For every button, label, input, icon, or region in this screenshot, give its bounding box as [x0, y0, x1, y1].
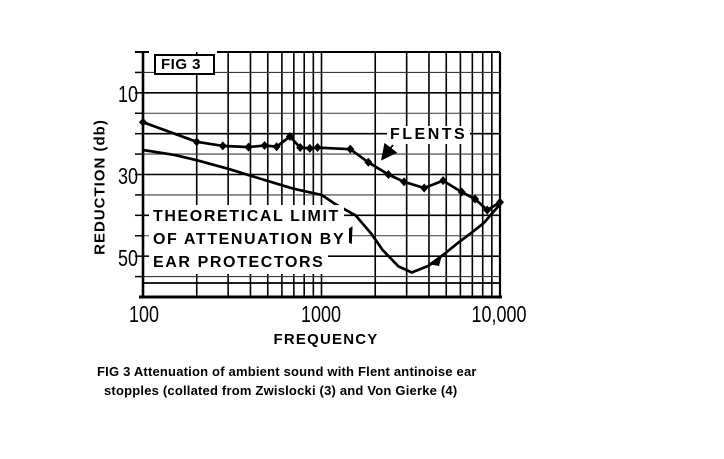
- flents-arrow: [381, 142, 398, 161]
- theory-annotation-line1: THEORETICAL LIMIT: [149, 205, 344, 228]
- fig-number-box: FIG 3: [154, 54, 215, 75]
- theory-annotation-line2: OF ATTENUATION BY: [149, 228, 350, 251]
- y-tick-30: 30: [118, 163, 138, 189]
- y-tick-10: 10: [118, 81, 138, 107]
- curve-notch: [428, 255, 442, 266]
- theory-annotation-line3: EAR PROTECTORS: [149, 251, 329, 274]
- flents-annotation: FLENTS: [387, 126, 471, 144]
- caption-line2: stopples (collated from Zwislocki (3) an…: [104, 383, 458, 398]
- caption-line1: FIG 3 Attenuation of ambient sound with …: [97, 364, 477, 379]
- x-tick-10000: 10,000: [471, 301, 527, 327]
- y-tick-50: 50: [118, 245, 138, 271]
- theory-annotation: THEORETICAL LIMIT OF ATTENUATION BY EAR …: [149, 205, 350, 274]
- x-tick-1000: 1000: [301, 301, 341, 327]
- fig-number-label: FIG 3: [161, 56, 202, 73]
- figure-caption: FIG 3 Attenuation of ambient sound with …: [97, 362, 477, 400]
- x-tick-100: 100: [129, 301, 159, 327]
- x-axis-title: FREQUENCY: [273, 331, 379, 348]
- y-axis-title: REDUCTION (db): [91, 119, 109, 255]
